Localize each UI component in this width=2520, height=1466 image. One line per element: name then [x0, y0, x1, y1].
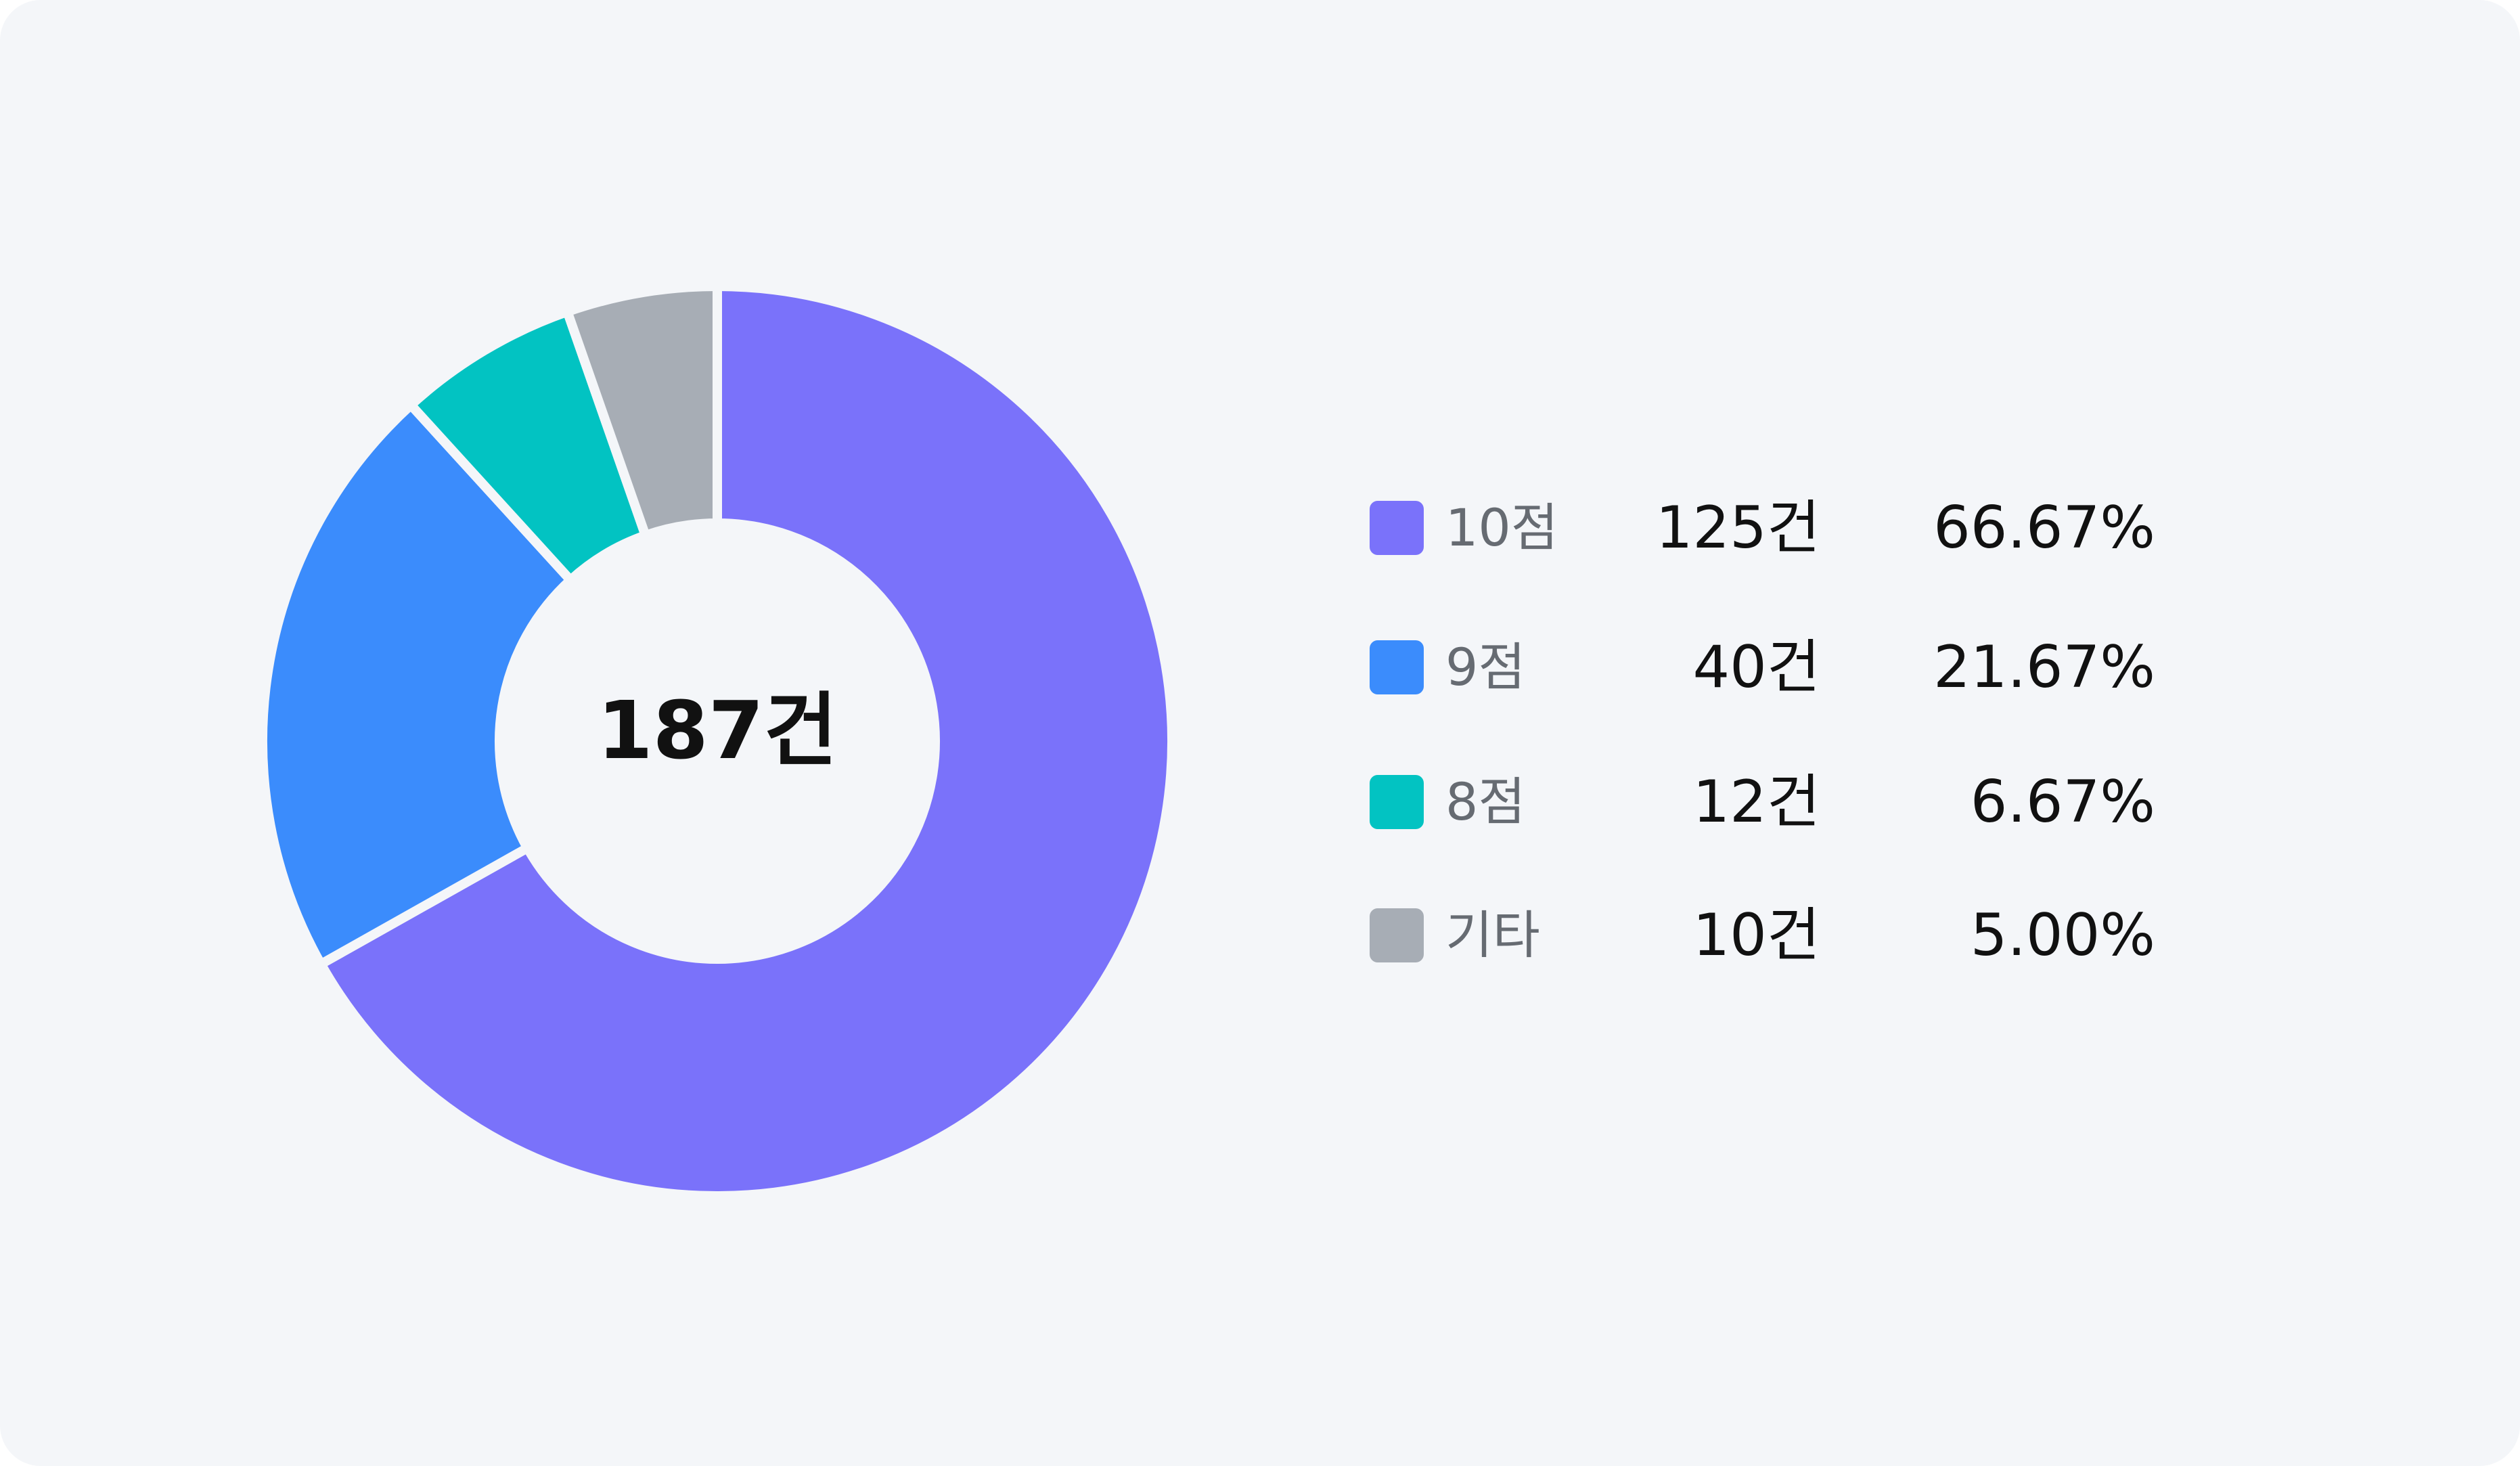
legend-label-other: 기타	[1445, 910, 1540, 961]
legend-label-9: 9점	[1445, 642, 1525, 693]
legend-percent-9: 21.67%	[1871, 638, 2155, 696]
legend-count-8: 12건	[1577, 773, 1820, 831]
legend-swatch-other	[1370, 908, 1424, 962]
legend-label-10: 10점	[1445, 502, 1558, 554]
legend-swatch-9	[1370, 640, 1424, 694]
legend-label-8: 8점	[1445, 776, 1525, 828]
legend-count-10: 125건	[1577, 499, 1820, 557]
legend-count-other: 10건	[1577, 906, 1820, 964]
legend-swatch-10	[1370, 501, 1424, 555]
legend-swatch-8	[1370, 775, 1424, 829]
legend-count-9: 40건	[1577, 638, 1820, 696]
legend-percent-10: 66.67%	[1871, 499, 2155, 557]
legend-percent-8: 6.67%	[1871, 773, 2155, 831]
legend-percent-other: 5.00%	[1871, 906, 2155, 964]
